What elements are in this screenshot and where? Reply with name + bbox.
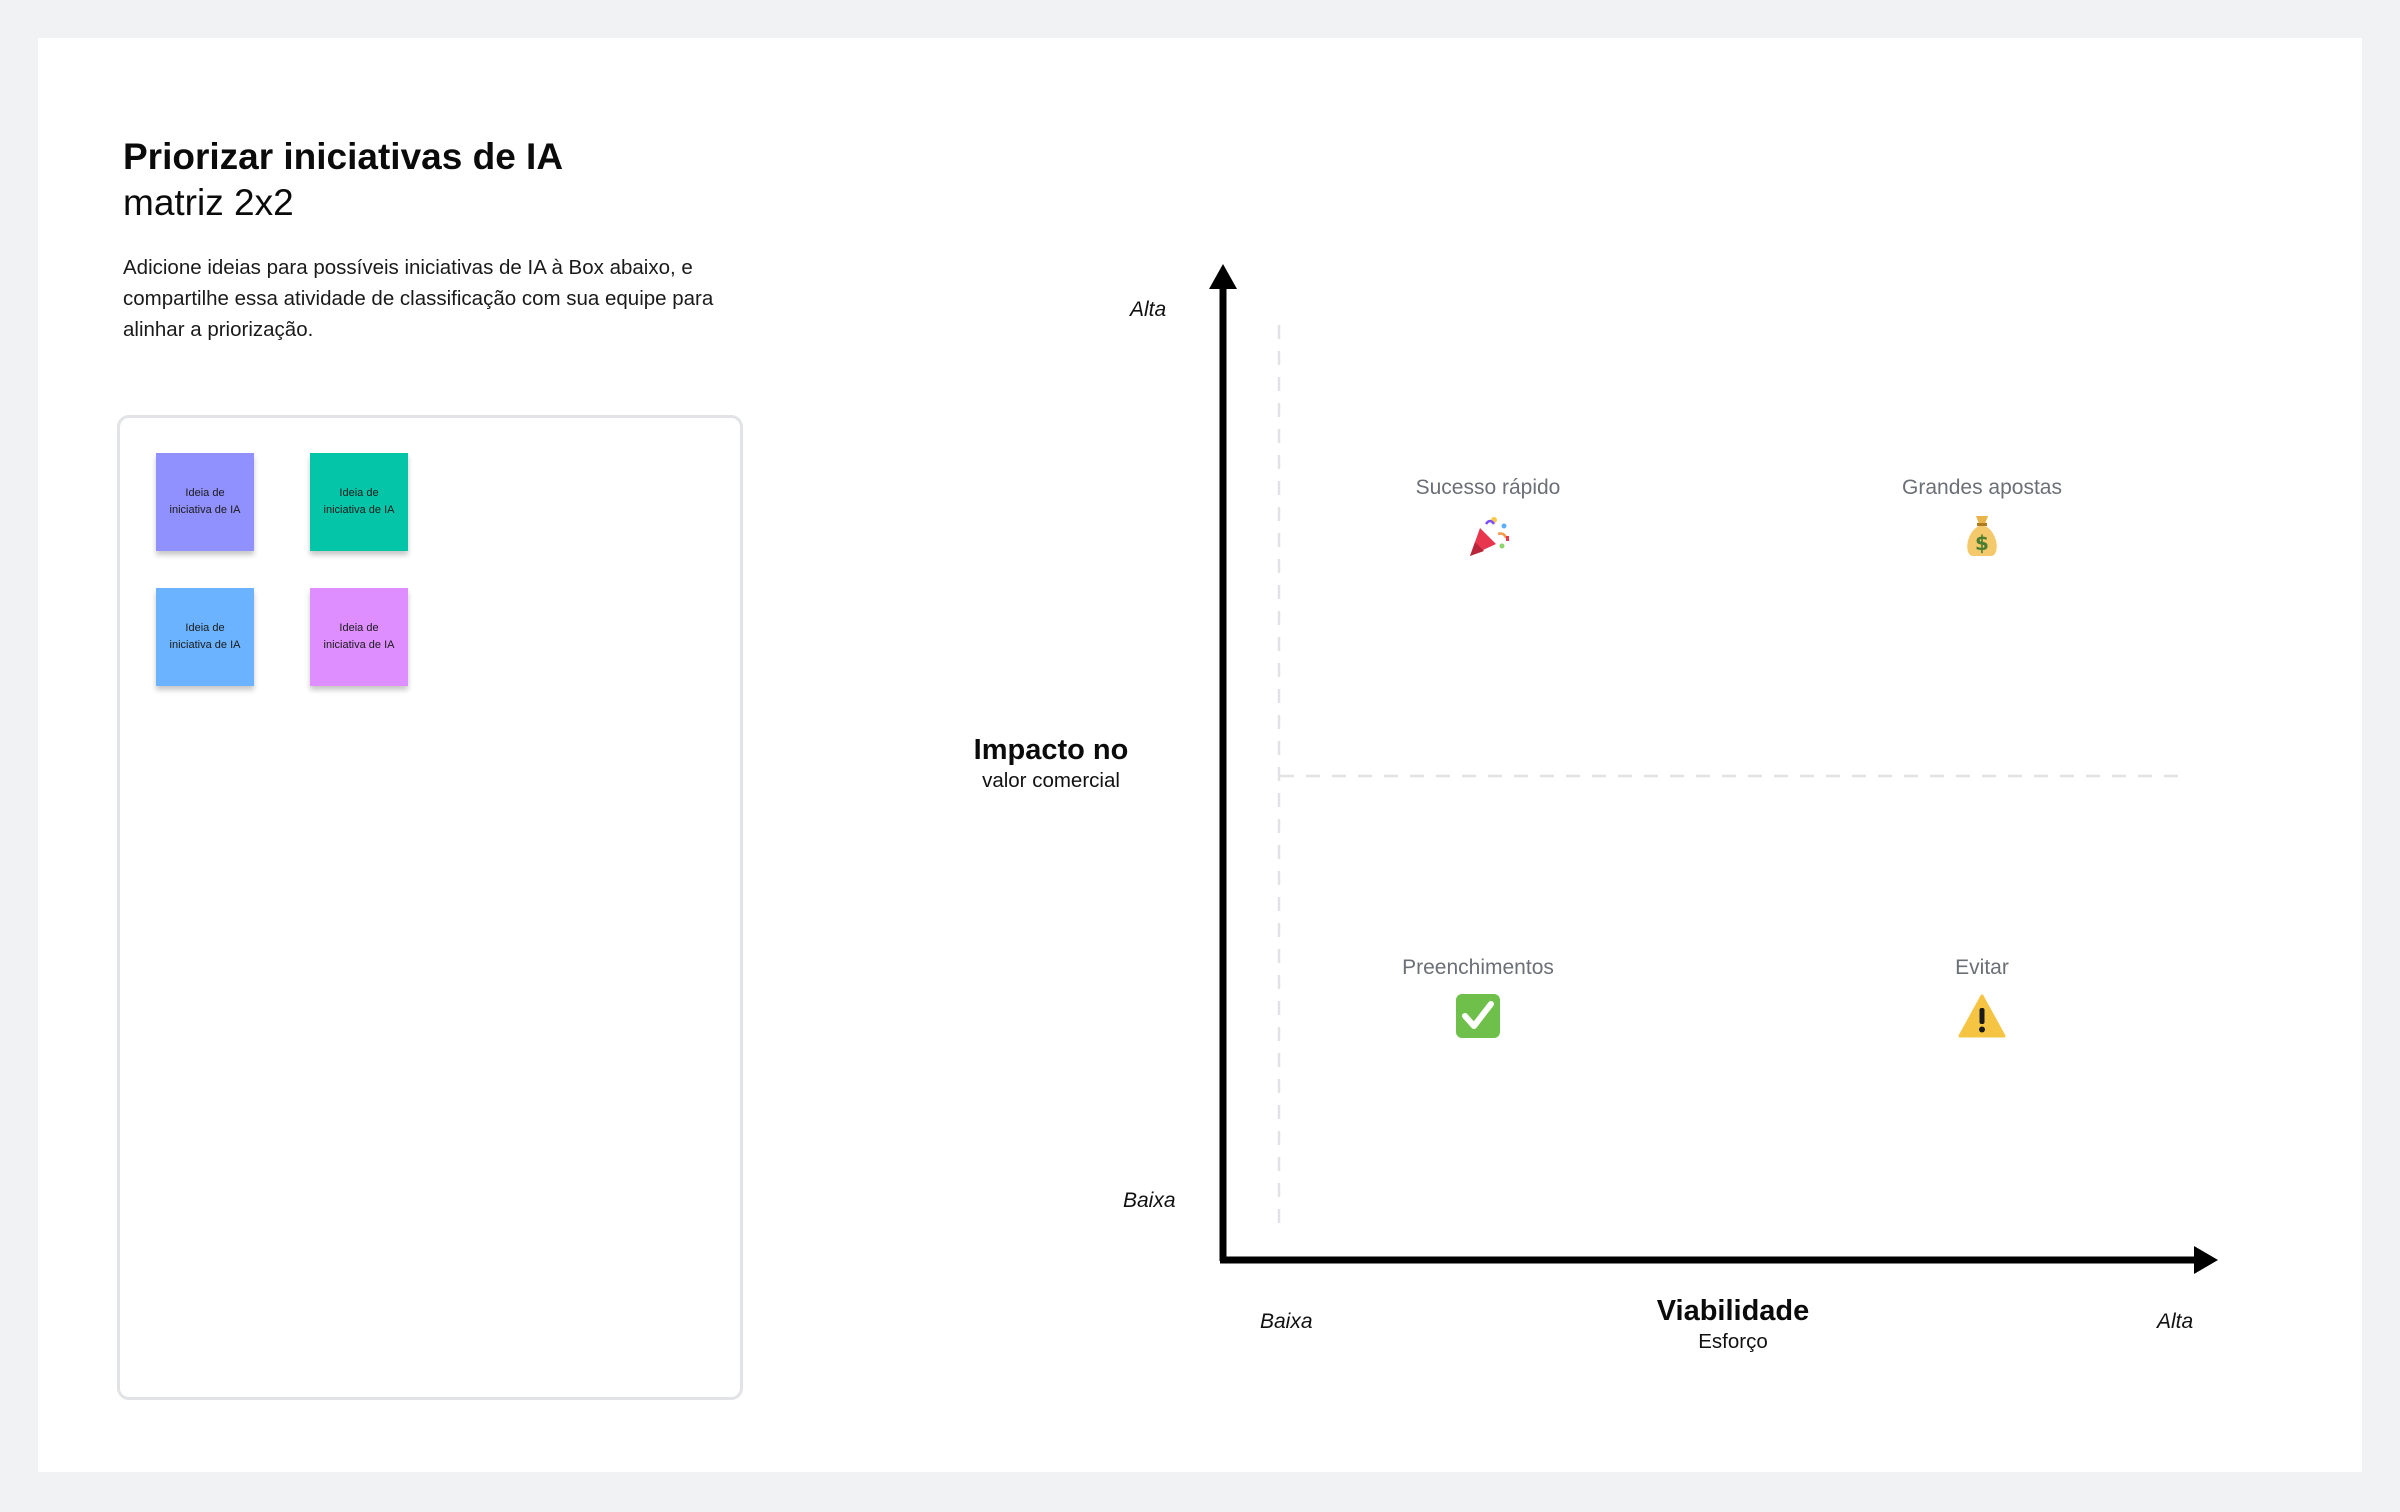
sticky-note-text: Ideia de iniciativa de IA — [169, 622, 241, 651]
page-subtitle: matriz 2x2 — [123, 182, 294, 223]
sticky-note-text: Ideia de iniciativa de IA — [323, 622, 395, 651]
y-axis-high-label: Alta — [1130, 298, 1167, 321]
ideas-container[interactable] — [117, 415, 743, 1400]
x-axis-low-label: Baixa — [1260, 1310, 1313, 1333]
sticky-note-text: Ideia de iniciativa de IA — [169, 487, 241, 516]
warning-icon — [1958, 994, 2006, 1038]
x-axis-title-text: Viabilidade — [1656, 1295, 1810, 1327]
y-axis-arrow — [1209, 264, 1237, 289]
svg-text:$: $ — [1975, 531, 1989, 555]
y-axis-title-text: Impacto no — [973, 734, 1129, 766]
y-axis-subtitle: valor comercial — [982, 769, 1120, 792]
quadrant-label: Grandes apostas — [1902, 476, 2062, 499]
quadrant-label: Evitar — [1955, 956, 2009, 979]
description-text: Adicione ideias para possíveis iniciativ… — [123, 256, 714, 341]
x-axis-high-label: Alta — [2157, 1310, 2194, 1333]
sticky-note-text: Ideia de iniciativa de IA — [323, 487, 395, 516]
sticky-note[interactable]: Ideia de iniciativa de IA — [310, 588, 408, 686]
quadrant-fill-ins: Preenchimentos — [1328, 956, 1628, 1040]
quadrant-label: Sucesso rápido — [1415, 476, 1561, 499]
quadrant-big-bets: Grandes apostas $ — [1832, 476, 2132, 560]
quadrant-quick-win: Sucesso rápido — [1338, 476, 1638, 560]
check-mark-icon — [1456, 994, 1500, 1038]
quadrant-avoid: Evitar — [1832, 956, 2132, 1040]
sticky-note[interactable]: Ideia de iniciativa de IA — [310, 453, 408, 551]
y-axis-title: Impacto no valor comercial — [921, 734, 1181, 793]
money-bag-icon: $ — [1967, 516, 1997, 556]
party-popper-icon — [1470, 517, 1509, 556]
sticky-note[interactable]: Ideia de iniciativa de IA — [156, 588, 254, 686]
x-axis-subtitle: Esforço — [1698, 1330, 1768, 1353]
x-axis-title: Viabilidade Esforço — [1603, 1295, 1863, 1354]
sticky-note[interactable]: Ideia de iniciativa de IA — [156, 453, 254, 551]
quadrant-label: Preenchimentos — [1402, 956, 1554, 979]
y-axis-low-label: Baixa — [1123, 1189, 1176, 1212]
x-axis-arrow — [2194, 1246, 2218, 1274]
page-title: Priorizar iniciativas de IA — [123, 136, 564, 177]
